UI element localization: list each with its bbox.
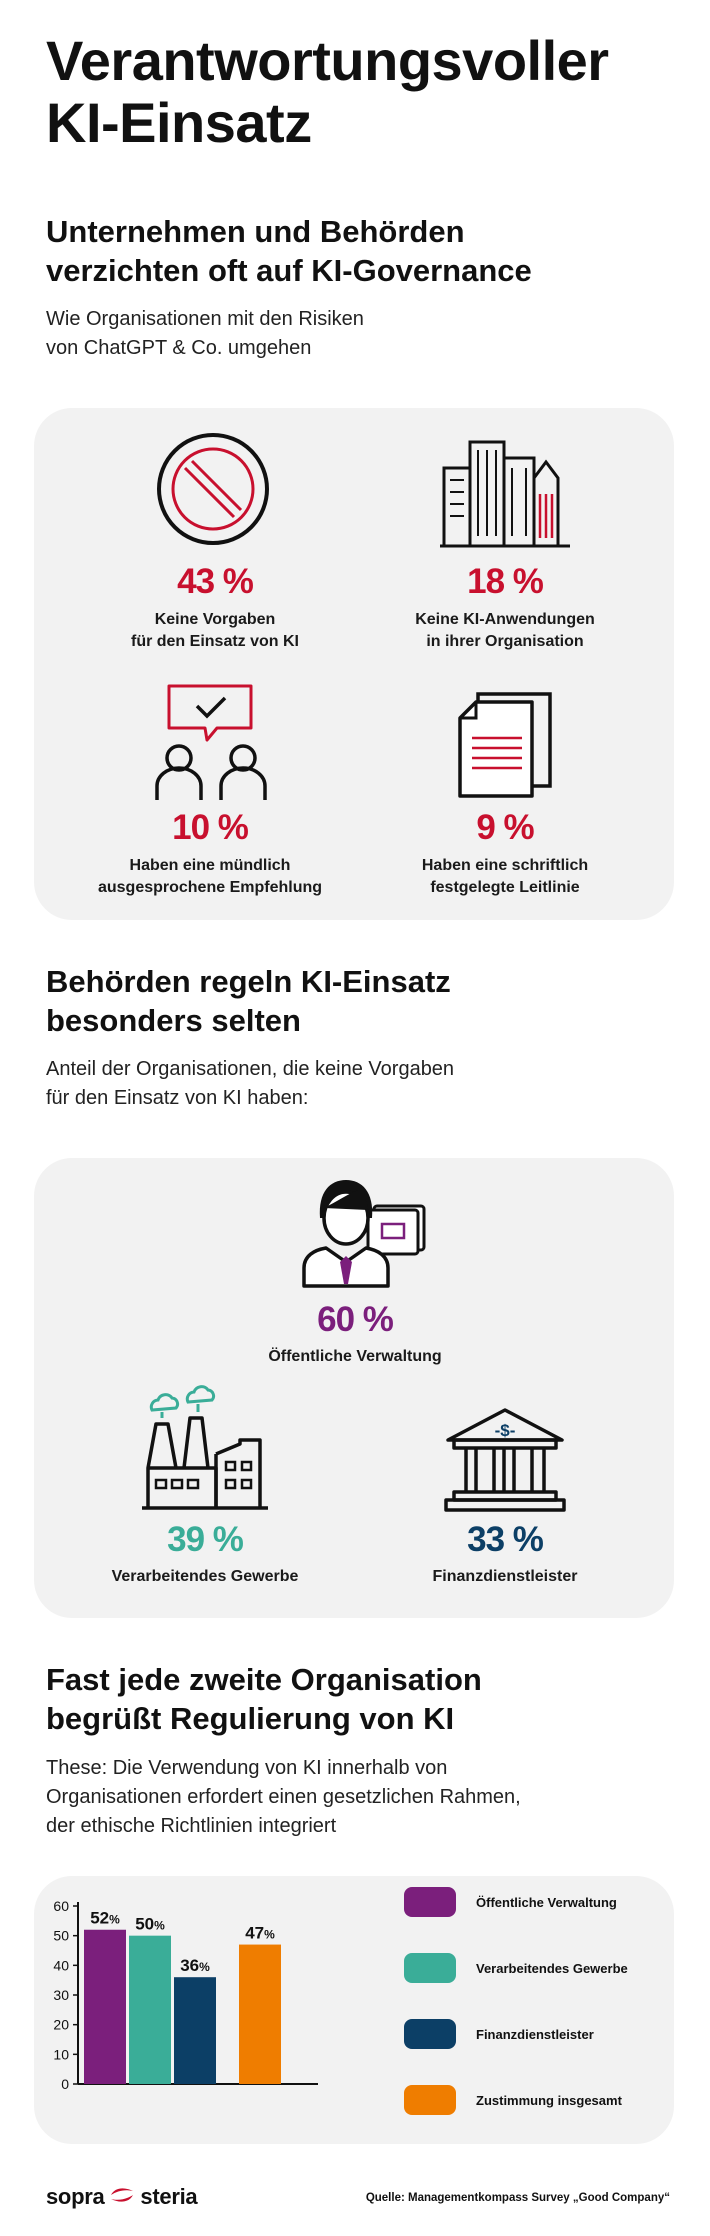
section1-heading-line2: verzichten oft auf KI-Governance [46,253,532,288]
stat-label-no-ai-apps: Keine KI-Anwendungen in ihrer Organisati… [380,609,630,653]
stat-label-written-guideline-line1: Haben eine schriftlich [421,857,589,874]
stat-label-written-guideline: Haben eine schriftlich festgelegte Leitl… [380,855,630,899]
bank-icon: -$- [440,1406,570,1516]
section2-subtitle: Anteil der Organisationen, die keine Vor… [46,1055,686,1113]
legend-label-2: Verarbeitendes Gewerbe [476,1960,628,1976]
stat-value-finance: 33 % [467,1520,544,1559]
section2-subtitle-line2: für den Einsatz von KI haben: [46,1087,309,1109]
legend-swatch-4 [404,2085,456,2115]
y-tick-label: 50 [53,1928,69,1944]
section3-heading-line2: begrüßt Regulierung von KI [46,1701,455,1736]
y-tick-label: 30 [53,1987,69,2003]
civil-servant-icon [300,1172,428,1290]
bar-value-label-4: 47% [245,1924,275,1943]
page-title-line1: Verantwortungsvoller [46,29,609,92]
section1-subtitle-line1: Wie Organisationen mit den Risiken [46,308,364,330]
y-tick-label: 40 [53,1957,69,1973]
stat-label-manufacturing: Verarbeitendes Gewerbe [111,1568,299,1585]
stat-label-oral-recommendation: Haben eine mündlich ausgesprochene Empfe… [70,855,350,899]
section2-heading-line2: besonders selten [46,1003,301,1038]
stat-label-oral-recommendation-line2: ausgesprochene Empfehlung [97,879,323,896]
section2-heading-line1: Behörden regeln KI-Einsatz [46,964,451,999]
bar-3 [174,1977,216,2084]
section1-subtitle-line2: von ChatGPT & Co. umgehen [46,337,312,359]
bar-value-label-2: 50% [135,1915,165,1934]
bar-2 [129,1935,171,2084]
stat-value-no-rules: 43 % [177,562,254,601]
stat-value-manufacturing: 39 % [167,1520,244,1559]
legend-label-1: Öffentliche Verwaltung [476,1894,617,1910]
legend-item-1: Öffentliche Verwaltung [404,1887,617,1917]
page-title-line2: KI-Einsatz [46,91,312,154]
stat-value-written-guideline: 9 % [476,808,534,847]
section1-heading: Unternehmen und Behörden verzichten oft … [46,212,686,290]
section2-heading: Behörden regeln KI-Einsatz besonders sel… [46,962,686,1040]
people-speech-icon [147,682,277,804]
legend-swatch-3 [404,2019,456,2049]
y-tick-label: 0 [61,2076,69,2092]
stat-label-finance: Finanzdienstleister [432,1568,578,1585]
stat-label-no-ai-apps-line1: Keine KI-Anwendungen [415,611,595,628]
stat-label-no-rules-line1: Keine Vorgaben [154,611,276,628]
stat-label-no-ai-apps-line2: in ihrer Organisation [426,633,584,650]
y-tick-label: 20 [53,2017,69,2033]
prohibited-icon [152,428,274,550]
sopra-steria-logo: sopra steria [46,2184,198,2210]
section1-subtitle: Wie Organisationen mit den Risiken von C… [46,305,686,363]
chart-legend: Öffentliche Verwaltung Verarbeitendes Gew… [404,1887,664,2126]
section3-subtitle: These: Die Verwendung von KI innerhalb v… [46,1754,686,1841]
stat-label-no-rules-line2: für den Einsatz von KI [130,633,299,650]
section3-heading-line1: Fast jede zweite Organisation [46,1662,482,1697]
section3-subtitle-line3: der ethische Richtlinien integriert [46,1815,337,1837]
section1-heading-line1: Unternehmen und Behörden [46,214,465,249]
logo-swoosh-icon [109,2185,135,2210]
legend-swatch-2 [404,1953,456,1983]
legend-item-4: Zustimmung insgesamt [404,2085,622,2115]
stat-value-public-admin: 60 % [317,1300,394,1339]
stat-label-written-guideline-line2: festgelegte Leitlinie [430,879,580,896]
legend-item-2: Verarbeitendes Gewerbe [404,1953,628,1983]
stat-value-no-ai-apps: 18 % [467,562,544,601]
y-tick-label: 60 [53,1898,69,1914]
bar-4 [239,1944,281,2084]
page-title: Verantwortungsvoller KI-Einsatz [46,30,686,154]
stat-label-oral-recommendation-line1: Haben eine mündlich [129,857,291,874]
svg-text:-$-: -$- [495,1421,516,1440]
section2-subtitle-line1: Anteil der Organisationen, die keine Vor… [46,1058,455,1080]
legend-label-3: Finanzdienstleister [476,2026,594,2042]
governance-card [34,408,674,920]
y-tick-label: 10 [53,2046,69,2062]
stat-label-public-admin: Öffentliche Verwaltung [268,1348,442,1365]
documents-icon [456,690,556,800]
legend-item-3: Finanzdienstleister [404,2019,594,2049]
city-buildings-icon [440,428,570,550]
logo-text-steria: steria [140,2184,198,2209]
logo-text-sopra: sopra [46,2184,105,2209]
bar-value-label-1: 52% [90,1909,120,1928]
bar-value-label-3: 36% [180,1956,210,1975]
bar-1 [84,1929,126,2084]
source-note: Quelle: Managementkompass Survey „Good C… [365,2192,670,2204]
section3-heading: Fast jede zweite Organisation begrüßt Re… [46,1660,686,1738]
section3-subtitle-line1: These: Die Verwendung von KI innerhalb v… [46,1757,448,1779]
legend-swatch-1 [404,1887,456,1917]
stat-label-no-rules: Keine Vorgaben für den Einsatz von KI [90,609,340,653]
stat-value-oral-recommendation: 10 % [172,808,249,847]
section3-subtitle-line2: Organisationen erfordert einen gesetzlic… [46,1786,521,1808]
factory-icon [140,1384,270,1514]
regulation-bar-chart: 0 10 20 30 40 50 60 52% 50% 36% 47% [53,1898,318,2092]
legend-label-4: Zustimmung insgesamt [476,2092,622,2108]
